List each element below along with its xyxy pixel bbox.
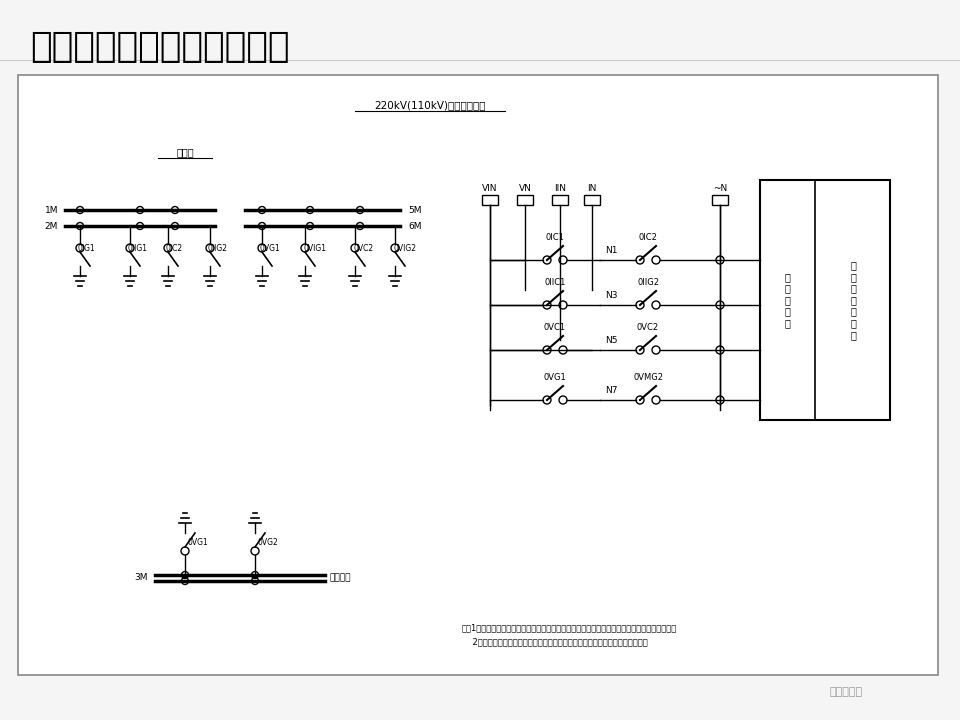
Text: 注：1、对其它接线形式，参照上图取舍相关回路即可；母线地刀的数量根据工程实际配置取舍。
    2、手动母线接地刀闸的五防逻辑由安装在刀闸操作机构上的机械编码锁: 注：1、对其它接线形式，参照上图取舍相关回路即可；母线地刀的数量根据工程实际配置…	[462, 624, 677, 647]
Text: 0IC1: 0IC1	[545, 233, 564, 242]
Text: 0VG1: 0VG1	[260, 244, 280, 253]
Text: N3: N3	[605, 291, 617, 300]
Text: 3M: 3M	[134, 574, 148, 582]
Text: 220kV(110kV)母线地刀回路: 220kV(110kV)母线地刀回路	[374, 100, 486, 110]
Text: 0IIC1: 0IIC1	[544, 278, 565, 287]
Text: 0VIG2: 0VIG2	[393, 244, 416, 253]
Text: 0VC2: 0VC2	[636, 323, 660, 332]
Text: 0IC2: 0IC2	[638, 233, 658, 242]
Text: IIN: IIN	[554, 184, 566, 192]
Text: 6M: 6M	[408, 222, 421, 230]
Text: 1M: 1M	[44, 205, 58, 215]
Text: 0VG1: 0VG1	[543, 373, 566, 382]
Text: 0VIG1: 0VIG1	[303, 244, 326, 253]
Text: 2M: 2M	[44, 222, 58, 230]
Bar	[712, 195, 728, 205]
Bar	[760, 180, 890, 420]
Bar	[482, 195, 498, 205]
Text: 0VMG2: 0VMG2	[633, 373, 663, 382]
Text: VIN: VIN	[482, 184, 497, 192]
Text: 0VC2: 0VC2	[353, 244, 373, 253]
Bar	[18, 75, 938, 675]
Text: 5M: 5M	[408, 205, 421, 215]
Text: 母
线
地
刀
闸
回
路: 母 线 地 刀 闸 回 路	[850, 260, 856, 340]
Bar	[517, 195, 533, 205]
Bar	[584, 195, 600, 205]
Text: 0VG1: 0VG1	[187, 538, 207, 547]
Text: 电网智囊团: 电网智囊团	[830, 687, 863, 697]
Text: 二、隔离开关二次回路验收: 二、隔离开关二次回路验收	[30, 30, 290, 64]
Text: 旁路母线: 旁路母线	[330, 574, 351, 582]
Text: ~N: ~N	[713, 184, 727, 192]
Text: 0IIG2: 0IIG2	[637, 278, 659, 287]
Text: 公
共
小
母
线: 公 共 小 母 线	[784, 272, 790, 328]
Bar	[552, 195, 568, 205]
Text: 0VG2: 0VG2	[257, 538, 277, 547]
Text: VN: VN	[518, 184, 532, 192]
Text: 0IIG2: 0IIG2	[208, 244, 228, 253]
Text: 0IIG1: 0IIG1	[128, 244, 148, 253]
Text: 示意图: 示意图	[177, 147, 194, 157]
Text: 0IG1: 0IG1	[78, 244, 96, 253]
Text: N5: N5	[605, 336, 617, 345]
Text: N7: N7	[605, 386, 617, 395]
Text: 0IC2: 0IC2	[166, 244, 183, 253]
Text: 0VC1: 0VC1	[544, 323, 566, 332]
Text: IN: IN	[588, 184, 597, 192]
Text: N1: N1	[605, 246, 617, 255]
